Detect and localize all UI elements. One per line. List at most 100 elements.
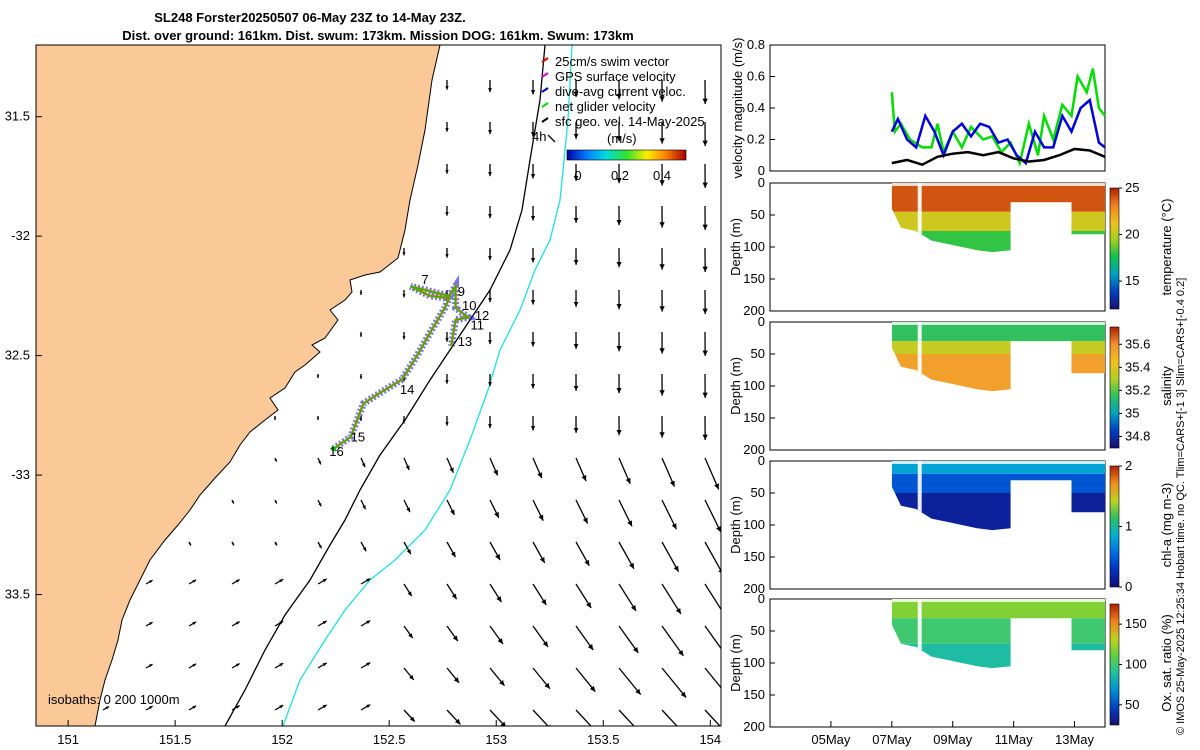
velocity-y-tick-label: 0 (758, 163, 765, 178)
current-vector-head (702, 98, 708, 105)
legend-label-net: net glider velocity (555, 99, 656, 114)
current-vector-head (537, 472, 543, 479)
colorbar-tick-label: 35.6 (1125, 336, 1150, 351)
current-vector-field (102, 79, 721, 739)
current-vector-head (625, 477, 631, 484)
current-vector-head (452, 635, 458, 642)
current-vector-head (573, 218, 579, 223)
current-vector-head (316, 417, 320, 420)
current-vector-head (488, 424, 492, 429)
colorbar-tick-label: 25 (1125, 180, 1139, 195)
legend-label-geo: sfc geo. vel. 14-May-2025 (555, 114, 705, 129)
section-y-tick-label: 150 (743, 549, 765, 564)
time-tick-label: 05May (811, 732, 851, 747)
section-y-tick-label: 150 (743, 410, 765, 425)
colorbar-tick-label: 0 (1125, 579, 1132, 594)
current-vector-head (659, 96, 665, 102)
current-vector-head (149, 622, 153, 626)
current-vector-head (406, 549, 411, 555)
current-vector-head (702, 392, 708, 399)
current-vector-head (322, 578, 327, 583)
current-vector-head (659, 348, 665, 354)
velocity-ticks: 0 0.2 0.4 0.6 0.8 (747, 37, 775, 178)
current-vector-head (488, 172, 492, 177)
map-legend: 25cm/s swim vector GPS surface velocity … (532, 54, 705, 183)
current-vector (532, 709, 549, 726)
current-vector-head (530, 300, 536, 305)
section-y-tick-label: 100 (743, 517, 765, 532)
map-y-tick-label: 33.5 (5, 587, 30, 602)
current-vector-head (449, 467, 454, 473)
current-vector-head (322, 662, 327, 667)
current-vector-head (192, 579, 197, 583)
section-y-tick-label: 50 (751, 623, 765, 638)
current-vector-head (445, 254, 449, 258)
current-vector-head (322, 704, 327, 709)
section-colorbar (1109, 326, 1120, 449)
current-vector-head (702, 140, 708, 147)
current-vector-head (616, 135, 622, 142)
surface-gap (891, 322, 1105, 325)
current-vector-head (530, 258, 536, 263)
velocity-panel: 0 0.2 0.4 0.6 0.8 velocity magnitude (m/s) (730, 37, 1106, 179)
current-vector-head (408, 633, 413, 639)
current-vector-head (716, 526, 721, 533)
current-vector-head (530, 90, 536, 95)
current-vector-head (445, 212, 449, 216)
legend-label-gps: GPS surface velocity (555, 69, 676, 84)
current-vector-head (454, 718, 461, 725)
velocity-ylabel: velocity magnitude (m/s) (730, 38, 745, 179)
current-vector-head (530, 132, 536, 137)
current-vector-head (659, 264, 665, 270)
current-vector-head (316, 375, 320, 378)
current-vector-head (318, 502, 322, 507)
current-vector-head (495, 554, 501, 561)
current-vector-head (496, 596, 502, 603)
map-x-tick-label: 153.5 (587, 732, 620, 747)
current-vector-head (669, 480, 675, 487)
section-y-tick-label: 0 (758, 453, 765, 468)
section-layer (891, 599, 1105, 619)
section-y-tick-label: 0 (758, 175, 765, 190)
current-vector-head (318, 544, 322, 549)
current-vector-head (407, 591, 412, 597)
current-vector (618, 625, 639, 654)
current-vector (704, 541, 721, 573)
current-vector-head (402, 294, 406, 298)
side-note: © IMOS 25-May-2025 12:25:34 Hobart time.… (1175, 278, 1187, 735)
current-vector-head (450, 551, 456, 558)
section-layer (891, 211, 1105, 231)
current-vector-head (702, 434, 708, 441)
current-vector (704, 499, 721, 533)
current-vector-head (544, 682, 550, 689)
current-vector-head (445, 86, 449, 90)
map-content (36, 45, 721, 739)
current-vector-head (616, 345, 622, 352)
map-x-tick-label: 152 (271, 732, 293, 747)
current-vector-head (530, 384, 536, 389)
current-vector-head (231, 542, 234, 546)
section-y-tick-label: 100 (743, 378, 765, 393)
section-y-tick-label: 200 (743, 581, 765, 596)
current-vector-head (445, 380, 449, 384)
current-vector-head (192, 663, 197, 667)
current-vector-head (714, 483, 719, 490)
current-vector (704, 457, 720, 490)
section-y-tick-label: 100 (743, 239, 765, 254)
colorbar-label: salinity (1159, 366, 1174, 406)
current-vector-head (445, 128, 449, 132)
current-vector-head (683, 733, 689, 739)
current-vector-head (616, 93, 622, 100)
current-vector (661, 709, 678, 726)
map-x-tick-label: 151 (57, 732, 79, 747)
section-y-tick-label: 0 (758, 591, 765, 606)
current-vector-head (402, 336, 406, 340)
velocity-y-tick-label: 0.8 (747, 37, 765, 52)
current-vector-head (702, 308, 708, 315)
current-vector-head (406, 507, 410, 513)
current-vector-head (573, 176, 579, 181)
time-tick-label: 09May (933, 732, 973, 747)
current-vector-head (573, 260, 579, 265)
section-y-tick-label: 100 (743, 655, 765, 670)
legend-swatch-dive (541, 87, 549, 93)
